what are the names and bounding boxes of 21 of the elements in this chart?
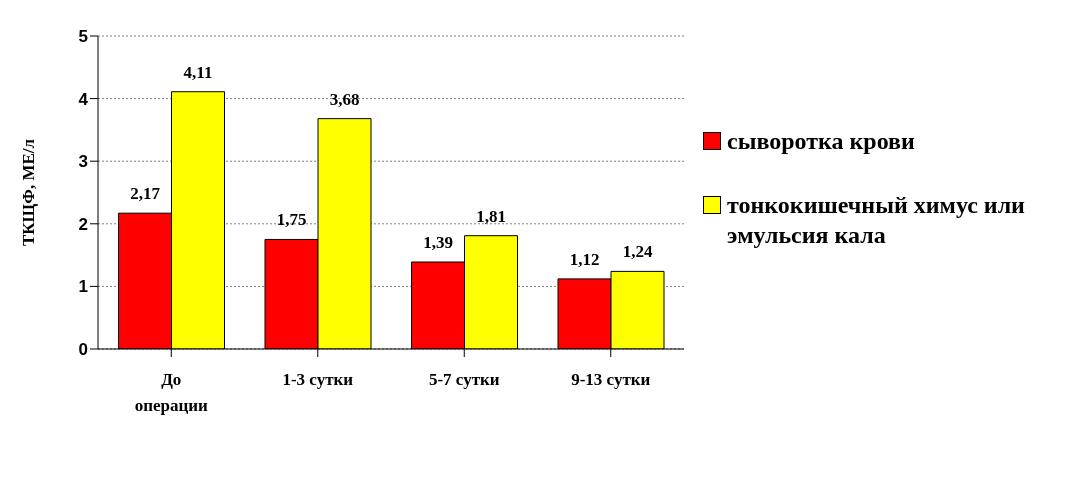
y-tick-label: 0	[78, 340, 88, 360]
y-axis-title: ТКЩФ, МЕ/л	[19, 138, 39, 247]
data-label: 1,81	[476, 206, 506, 226]
y-tick-label: 1	[78, 277, 88, 297]
y-tick-label: 3	[78, 152, 88, 172]
data-label: 2,17	[130, 184, 161, 204]
data-label: 1,24	[622, 242, 653, 262]
legend-label: тонкокишечный химус или эмульсия кала	[727, 191, 1026, 250]
x-tick-label: 5-7 сутки	[428, 370, 500, 389]
y-tick-label: 5	[78, 27, 88, 47]
data-label: 3,68	[329, 89, 360, 109]
data-label: 4,11	[183, 62, 213, 82]
data-label: 1,75	[276, 210, 307, 230]
x-tick-label: 1-3 сутки	[282, 370, 354, 389]
x-tick-label: 9-13 сутки	[571, 370, 651, 389]
legend-label: сыворотка крови	[727, 127, 915, 156]
y-tick-label: 2	[78, 214, 88, 234]
data-label: 1,12	[569, 249, 600, 269]
data-label: 1,39	[423, 232, 453, 252]
y-tick-label: 4	[78, 89, 89, 109]
x-tick-label: До операции	[134, 370, 209, 415]
